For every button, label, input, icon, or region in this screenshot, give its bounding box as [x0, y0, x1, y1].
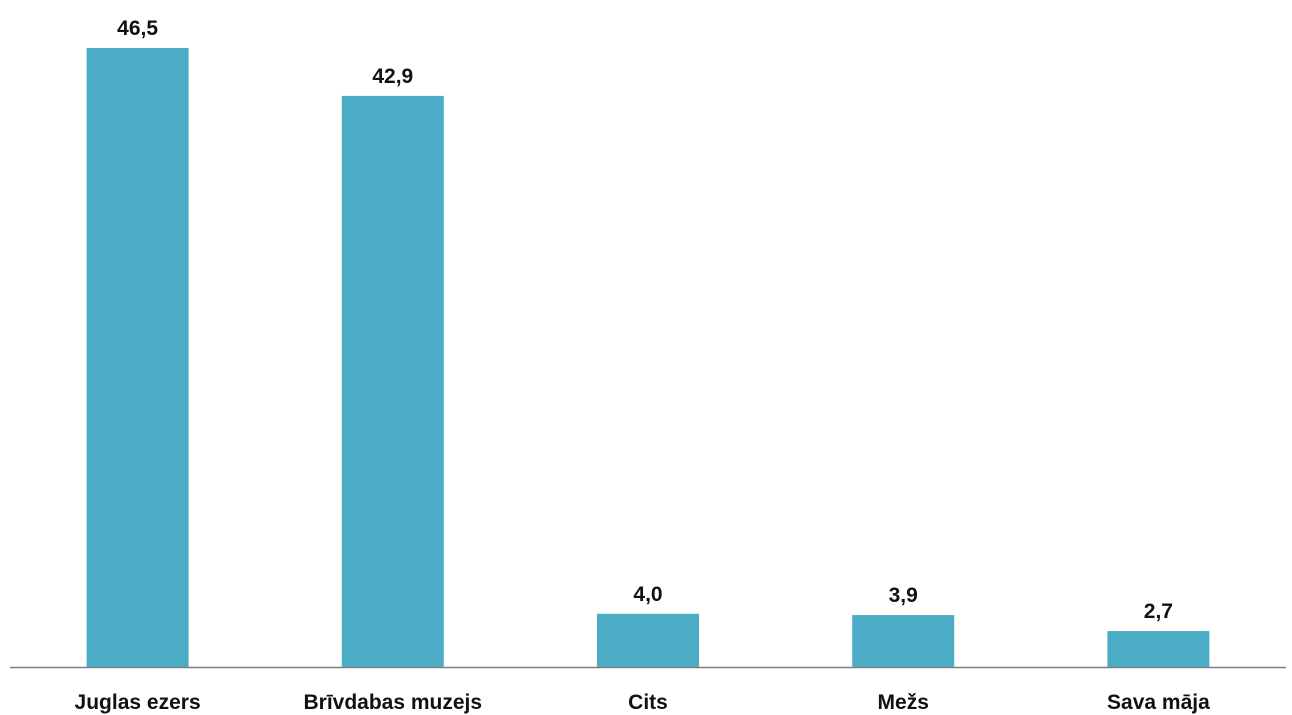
value-label-4: 3,9 [889, 584, 918, 607]
bar-1 [86, 48, 189, 667]
bar-3 [597, 613, 699, 667]
bar-2 [341, 95, 444, 667]
category-label-2: Brīvdabas muzejs [304, 691, 483, 714]
value-label-5: 2,7 [1144, 600, 1173, 623]
value-label-1: 46,5 [117, 17, 158, 40]
value-labels-layer: 46,5 42,9 4,0 3,9 2,7 [117, 17, 1173, 623]
value-label-3: 4,0 [633, 583, 662, 606]
category-labels-layer: Juglas ezers Brīvdabas muzejs Cits Mežs Sava… [75, 691, 1211, 714]
category-label-4: Mežs [878, 691, 929, 714]
category-label-5: Sava māja [1107, 691, 1210, 714]
value-label-2: 42,9 [372, 65, 413, 88]
bars-layer [86, 48, 1210, 667]
category-label-3: Cits [628, 691, 668, 714]
category-label-1: Juglas ezers [75, 691, 201, 714]
bar-4 [852, 615, 955, 667]
bar-5 [1107, 631, 1210, 667]
